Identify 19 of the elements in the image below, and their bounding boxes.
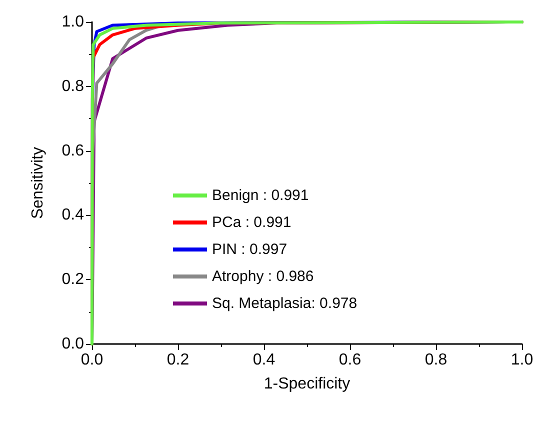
x-tick-label: 0.4: [252, 352, 276, 368]
x-tick-label: 1.0: [510, 352, 534, 368]
legend-label: Benign : 0.991: [212, 187, 309, 204]
x-tick-label: 0.2: [166, 352, 190, 368]
legend-label: Sq. Metaplasia: 0.978: [212, 295, 358, 312]
y-tick-label: 0.8: [62, 78, 84, 95]
x-tick-label: 0.6: [338, 352, 362, 368]
y-tick-label: 0.2: [62, 271, 84, 288]
x-tick-label: 0.8: [424, 352, 448, 368]
x-axis-title: 1-Specificity: [264, 376, 350, 392]
y-tick-label: 0.6: [62, 142, 84, 160]
y-axis-title: Sensitivity: [30, 146, 46, 220]
legend-label: PCa : 0.991: [212, 214, 292, 231]
x-tick-label: 0.0: [80, 352, 104, 368]
legend-label: Atrophy : 0.986: [212, 268, 314, 285]
y-tick-label: 0.0: [62, 336, 84, 352]
legend-label: PIN : 0.997: [212, 241, 288, 258]
y-tick-label: 1.0: [62, 14, 84, 30]
y-tick-label: 0.4: [62, 206, 84, 224]
